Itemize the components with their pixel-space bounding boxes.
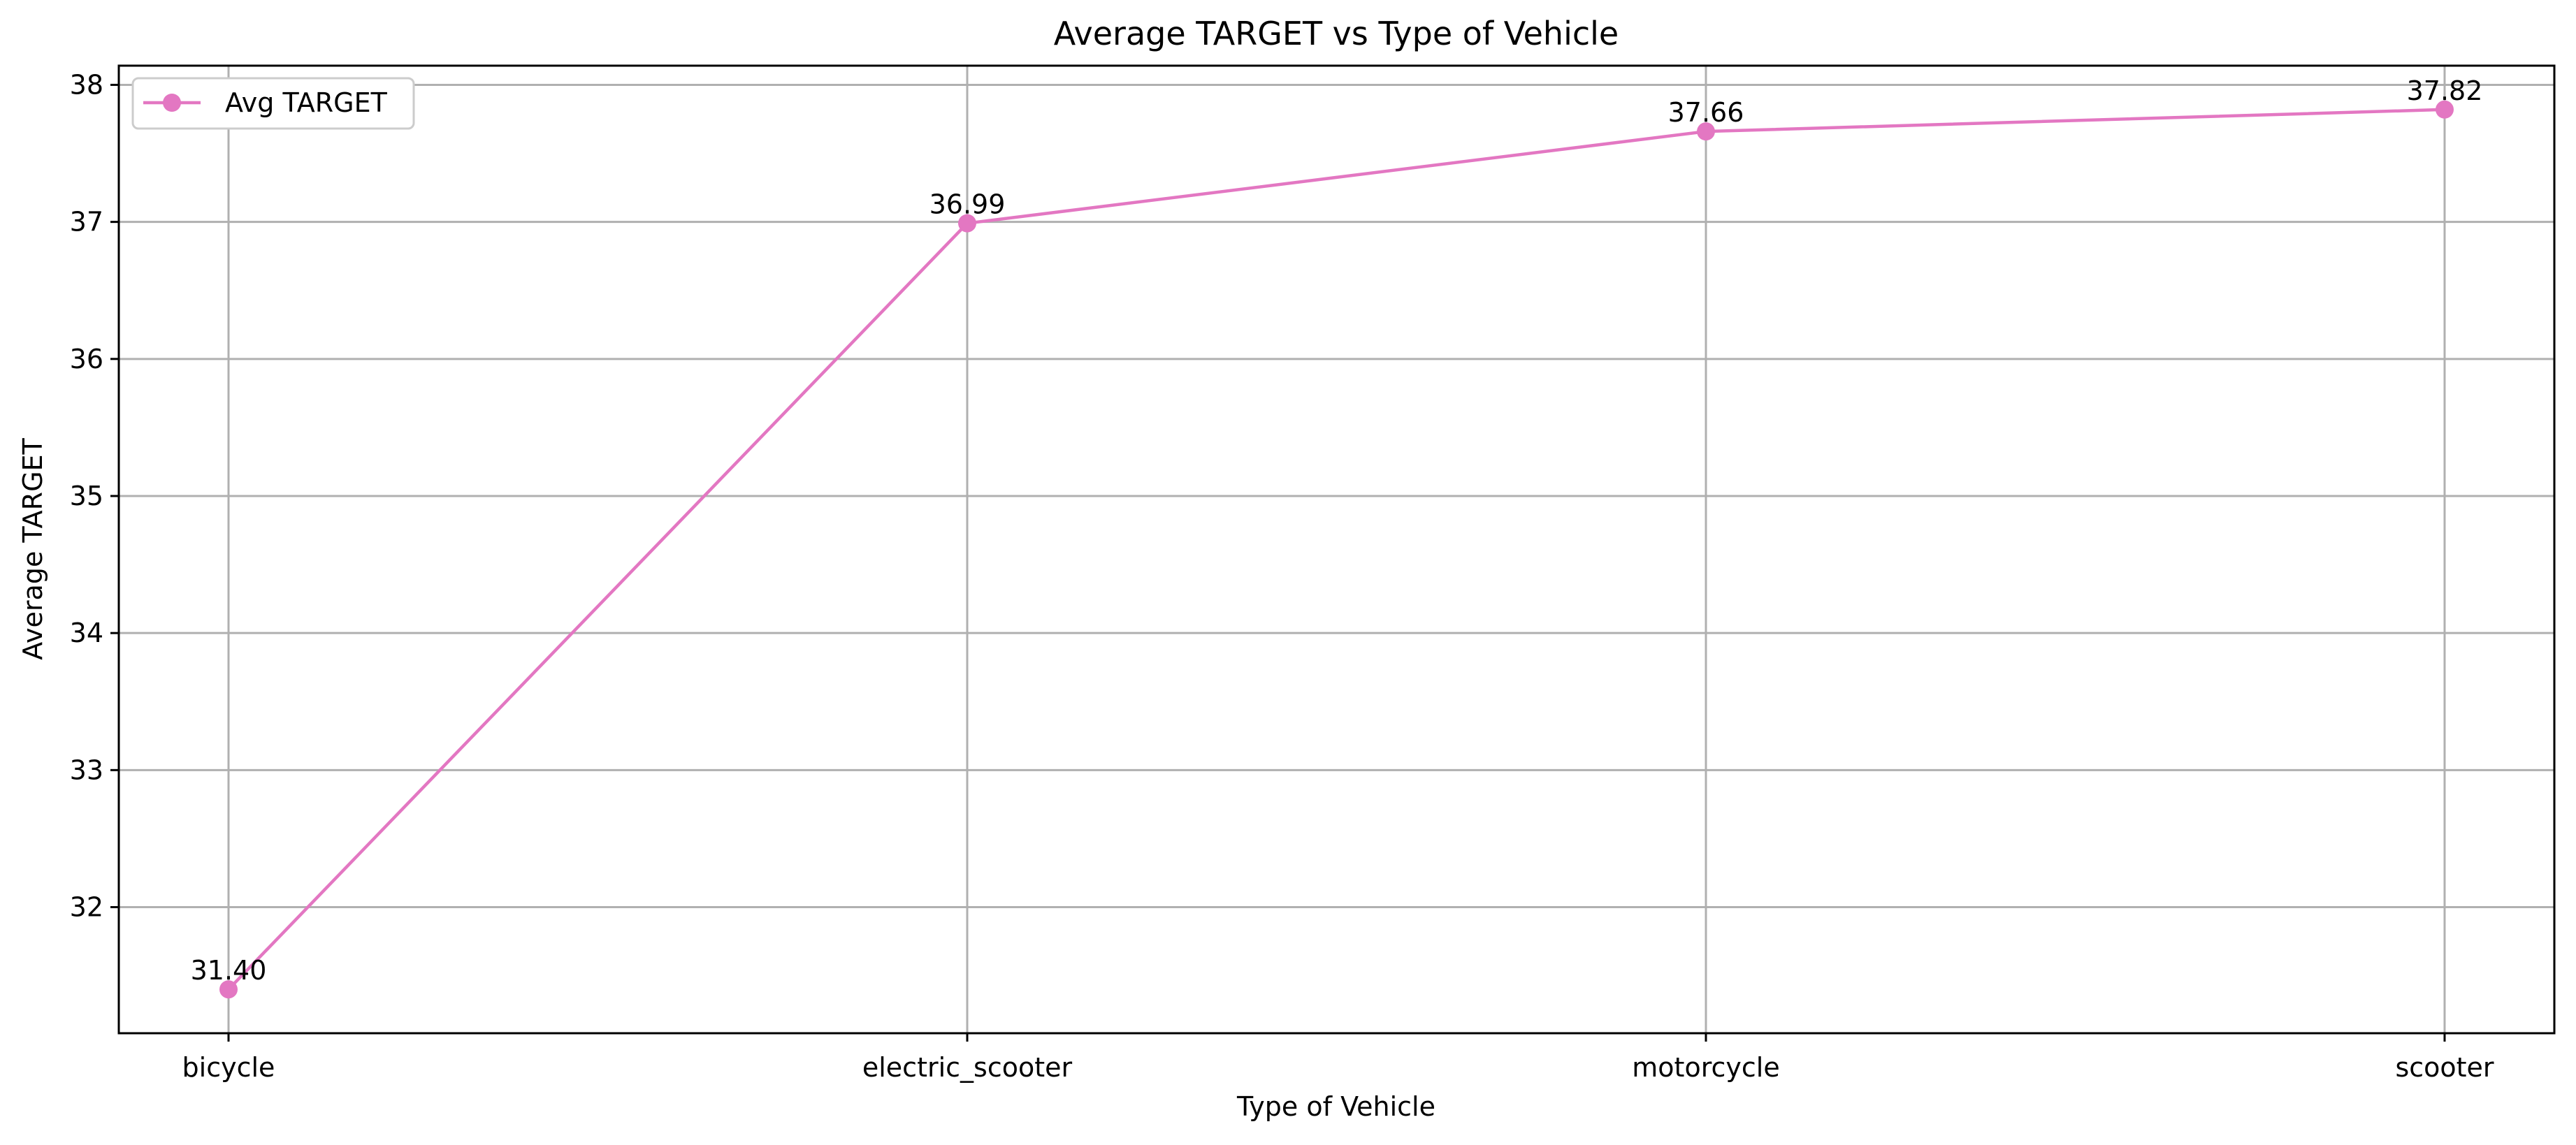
grid-lines: [119, 66, 2554, 1033]
legend: Avg TARGET: [131, 77, 415, 130]
data-label: 37.82: [2407, 75, 2483, 106]
y-tick-label: 34: [70, 618, 103, 648]
data-point-marker: [958, 214, 976, 233]
plot-area-frame: [117, 64, 2556, 1035]
y-tick-label: 33: [70, 754, 103, 785]
legend-entry-label: Avg TARGET: [225, 87, 388, 118]
x-tick-label: scooter: [2395, 1052, 2494, 1083]
series-layer: 31.40 36.99 37.66 37.82: [191, 75, 2483, 999]
x-axis-label: Type of Vehicle: [1236, 1091, 1435, 1122]
data-point-marker: [219, 980, 238, 999]
y-axis-ticks: 32 33 34 35 36 37 38: [70, 69, 119, 923]
data-label: 31.40: [191, 955, 267, 986]
data-label: 37.66: [1668, 97, 1744, 128]
legend-marker-swatch: [163, 94, 181, 112]
y-tick-label: 32: [70, 892, 103, 923]
y-tick-label: 36: [70, 344, 103, 374]
y-axis-label: Average TARGET: [17, 437, 48, 659]
chart-title: Average TARGET vs Type of Vehicle: [1054, 15, 1619, 52]
x-tick-label: motorcycle: [1632, 1052, 1779, 1083]
y-tick-label: 35: [70, 481, 103, 511]
x-tick-label: bicycle: [182, 1052, 275, 1083]
y-tick-label: 38: [70, 69, 103, 100]
legend-box: [131, 77, 415, 130]
x-tick-label: electric_scooter: [862, 1052, 1073, 1083]
data-point-marker: [1697, 122, 1715, 141]
x-axis-ticks: bicycle electric_scooter motorcycle scooter: [182, 1033, 2494, 1083]
y-tick-label: 37: [70, 207, 103, 238]
data-label: 36.99: [929, 189, 1006, 220]
series-line: [226, 108, 2447, 991]
data-point-marker: [2436, 100, 2454, 119]
